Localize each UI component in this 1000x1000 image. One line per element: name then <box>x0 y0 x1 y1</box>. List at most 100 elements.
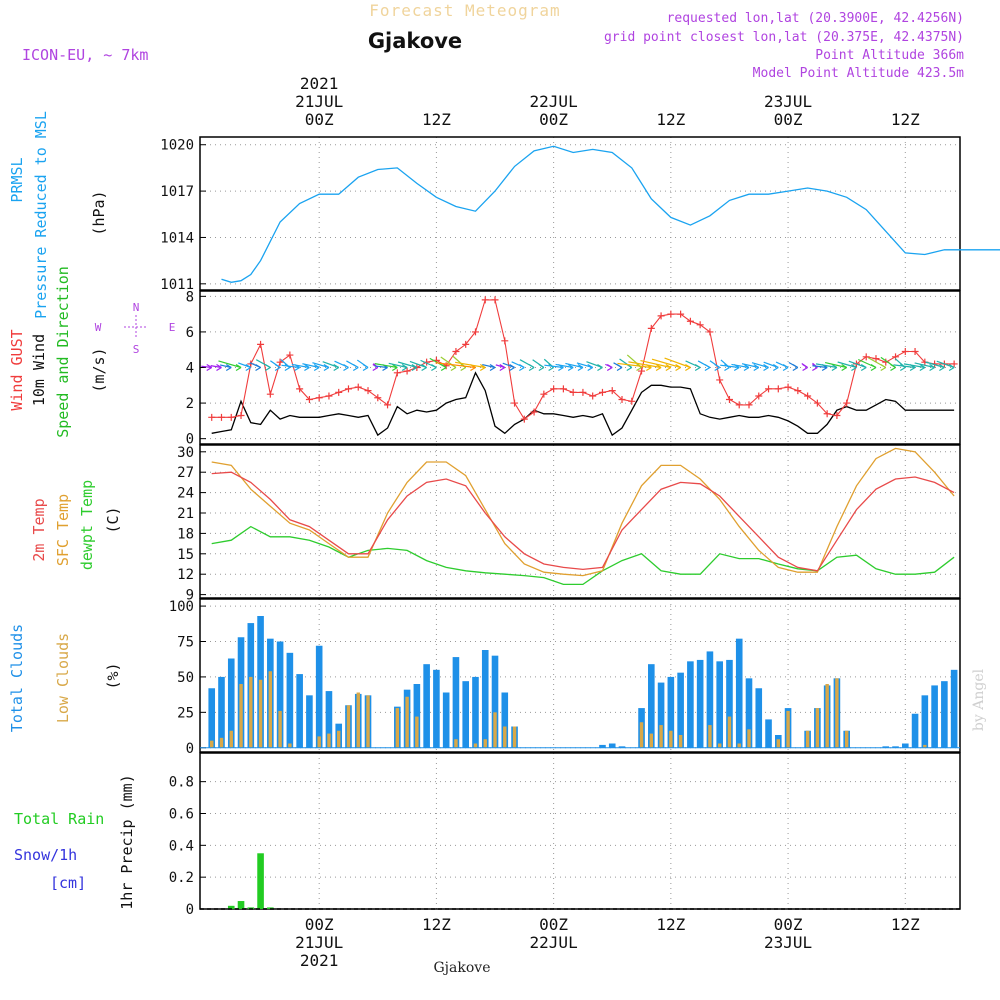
wind10m-label: 10m Wind <box>30 334 48 406</box>
wind-dir-head <box>392 363 398 372</box>
total-cloud-bar <box>950 669 958 748</box>
total-cloud-bar <box>735 638 743 748</box>
total-cloud-bar <box>648 664 655 748</box>
gust-marker <box>569 388 577 396</box>
wind-dir-head <box>665 363 672 372</box>
wind-dir-head <box>440 363 447 372</box>
total-cloud-bar <box>306 695 313 748</box>
y-tick-label: 0.2 <box>169 870 194 886</box>
low-cloud-bar <box>346 705 351 748</box>
wind-dir-arrow <box>482 363 496 369</box>
wind-dir-arrow <box>824 361 847 369</box>
bottom-time-label: 22JUL <box>530 933 578 952</box>
bottom-time-label: 12Z <box>891 915 920 934</box>
low-cloud-bar <box>317 736 321 748</box>
total-cloud-bar <box>911 713 919 748</box>
total-cloud-bar <box>667 676 675 748</box>
snow-unit-label: [cm] <box>50 874 86 892</box>
model-label: ICON-EU, ~ 7km <box>22 46 148 64</box>
sfc-temp-line <box>211 447 955 577</box>
low-cloud-bar <box>923 744 927 748</box>
wind-dir-head <box>577 363 584 372</box>
wind-dir-arrow <box>925 361 945 369</box>
gust-marker <box>686 317 694 325</box>
gust-marker <box>950 360 958 368</box>
gust-marker <box>208 413 216 421</box>
low-cloud-bar <box>268 671 273 748</box>
gust-marker <box>833 412 841 420</box>
y-tick-label: 0.6 <box>169 806 194 822</box>
low-cloud-bar <box>258 679 263 748</box>
panel-frame <box>199 136 961 291</box>
y-tick-label: 0.8 <box>169 775 194 791</box>
low-cloud-bar <box>278 710 282 748</box>
gust-marker <box>559 385 567 393</box>
y-tick-label: 18 <box>177 526 194 542</box>
wind-dir-head <box>655 363 662 372</box>
total-clouds-label: Total Clouds <box>8 624 26 732</box>
total-cloud-bar <box>608 743 616 748</box>
gust-marker <box>804 392 812 400</box>
wind-dir-head <box>245 363 252 372</box>
requested-coords: requested lon,lat (20.3900E, 42.4256N) <box>667 11 964 26</box>
gust-marker <box>403 367 411 375</box>
point-altitude: Point Altitude 366m <box>815 48 964 63</box>
total-cloud-bar <box>892 746 899 748</box>
wind-dir-head <box>743 363 750 372</box>
wind-dir-head <box>255 363 261 372</box>
compass-w: W <box>95 321 102 334</box>
y-tick-label: 8 <box>186 289 194 305</box>
gust-marker <box>677 310 685 318</box>
gust-marker <box>237 412 245 420</box>
wind-dir-head <box>782 363 789 372</box>
low-cloud-bar <box>327 733 331 748</box>
gust-marker <box>579 388 587 396</box>
gust-line <box>211 299 955 420</box>
wind-dir-head <box>890 363 896 372</box>
grid-point-coords: grid point closest lon,lat (20.375E, 42.… <box>604 30 964 45</box>
gust-marker <box>608 387 616 395</box>
gust-marker <box>823 410 831 418</box>
wind-dir-arrow <box>388 362 408 369</box>
total-cloud-bar <box>765 719 772 748</box>
total-cloud-bar <box>882 746 890 748</box>
wind-dir-arrow <box>837 361 857 369</box>
gust-marker <box>227 413 235 421</box>
total-cloud-bar <box>423 664 430 748</box>
precip-unit: 1hr Precip (mm) <box>118 774 136 909</box>
compass-icon <box>124 315 148 339</box>
total-cloud-bar <box>941 681 948 748</box>
wind-dir-head <box>509 363 515 372</box>
wind-dir-head <box>948 363 955 372</box>
gust-marker <box>364 387 372 395</box>
gust-marker <box>589 392 597 400</box>
speed-direction-label: Speed and Direction <box>54 266 72 438</box>
gust-marker <box>725 396 733 404</box>
wind-dir-head <box>587 363 594 372</box>
bottom-time-label: 12Z <box>656 915 685 934</box>
prmsl-label: PRMSL <box>8 157 26 202</box>
gust-marker <box>706 328 714 336</box>
wind-dir-head <box>265 363 271 372</box>
pressure-msl-label: Pressure Reduced to MSL <box>32 111 50 319</box>
bottom-time-label: 23JUL <box>764 933 812 952</box>
low-cloud-bar <box>805 730 810 748</box>
total-cloud-bar <box>696 659 704 748</box>
gust-marker <box>286 351 294 359</box>
gust-marker <box>530 408 538 416</box>
y-tick-label: 24 <box>177 486 194 502</box>
wind-dir-head <box>880 363 887 372</box>
gust-marker <box>813 399 821 407</box>
panel-3: 0 25 50 75 100 <box>169 598 961 757</box>
wind-dir-head <box>528 363 535 372</box>
y-tick-label: 0.4 <box>169 838 194 854</box>
low-cloud-bar <box>737 743 741 748</box>
wind-dir-arrow <box>617 362 652 369</box>
top-time-label: 00Z <box>305 110 334 129</box>
y-tick-label: 27 <box>177 465 194 481</box>
gust-marker <box>520 415 528 423</box>
gust-marker <box>765 385 773 393</box>
gust-marker <box>911 347 919 355</box>
low-clouds-label: Low Clouds <box>54 633 72 723</box>
